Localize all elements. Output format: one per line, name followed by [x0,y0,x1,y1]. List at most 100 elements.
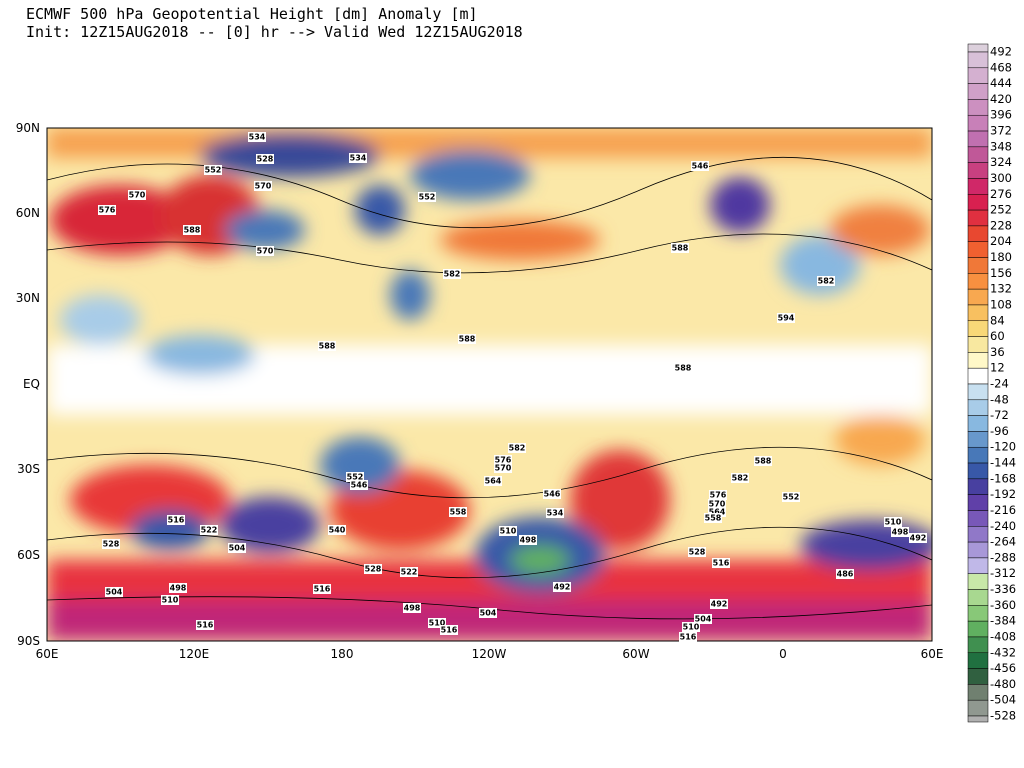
contour-label: 516 [680,633,697,642]
contour-label: 504 [229,544,246,553]
contour-label: 552 [347,473,364,482]
map-frame [46,127,933,642]
colorbar-swatch [967,526,989,543]
contour-label: 510 [885,518,902,527]
colorbar-swatch [967,636,989,654]
lon-label: 180 [331,647,354,661]
contour-label: 570 [129,191,146,200]
contour-label: 534 [547,509,564,518]
contour-label-bg [709,490,727,500]
colorbar-swatch [967,320,989,337]
contour-label: 594 [778,314,795,323]
colorbar-swatch [967,541,989,559]
colorbar-swatch [967,573,989,590]
contour-label: 528 [689,548,706,557]
colorbar-label: -432 [990,645,1016,659]
colorbar-label: 156 [990,266,1012,280]
lat-label: 30S [17,462,40,476]
contour-label: 504 [480,609,497,618]
contour-label-bg [712,558,730,568]
contour-label-bg [196,620,214,630]
contour-label-bg [777,313,795,323]
contour-label: 582 [444,270,461,279]
map-field [47,128,932,641]
colorbar-label: 348 [990,139,1012,153]
colorbar-label: -264 [990,535,1016,549]
colorbar-swatch [967,194,989,211]
contour-label: 588 [459,335,476,344]
colorbar-label: 180 [990,250,1012,264]
colorbar-swatch [967,446,989,464]
colorbar-swatch [967,304,989,322]
contour-label: 564 [485,477,502,486]
colorbar-label: 108 [990,297,1012,311]
contour-label: 498 [404,604,421,613]
contour-label: 576 [99,206,116,215]
contour-label-bg [318,341,336,351]
colorbar-label: -288 [990,550,1016,564]
colorbar-label: -480 [990,677,1016,691]
contour-label-bg [704,513,722,523]
contour-label-bg [128,190,146,200]
colorbar-label: -312 [990,566,1016,580]
contour-label-bg [98,205,116,215]
contour-label-bg [782,492,800,502]
colorbar-label: 324 [990,155,1012,169]
contour-label-bg [105,587,123,597]
contour-label: 498 [170,584,187,593]
contour-label: 546 [351,481,368,490]
contour-label: 588 [755,457,772,466]
colorbar-swatch [967,684,989,701]
colorbar-label: -192 [990,487,1016,501]
contour-label-bg [909,533,927,543]
colorbar-label: 468 [990,60,1012,74]
colorbar-label: 228 [990,218,1012,232]
colorbar-label: -24 [990,377,1009,391]
contour-label: 582 [732,474,749,483]
colorbar-swatch [967,699,989,717]
contour-label-bg [256,246,274,256]
lon-label: 120W [472,647,507,661]
lat-label: 60N [16,206,40,220]
colorbar-swatch [967,43,989,53]
contour-label-bg [499,526,517,536]
colorbar-swatch [967,146,989,163]
contour-label: 504 [106,588,123,597]
contour-label: 552 [205,166,222,175]
contour-label: 570 [255,182,272,191]
colorbar-label: -384 [990,614,1016,628]
contour-label: 516 [168,516,185,525]
lat-label: 90S [17,634,40,648]
contour-label-bg [688,547,706,557]
colorbar-swatch [967,605,989,622]
contour-label-bg [418,192,436,202]
lon-label: 60E [921,647,944,661]
colorbar-label: 444 [990,76,1012,90]
colorbar-swatch [967,494,989,511]
contour-label-bg [102,539,120,549]
colorbar-label: -144 [990,456,1016,470]
contour-label-bg [313,584,331,594]
colorbar-swatch [967,589,989,606]
contour-label-bg [254,181,272,191]
contour-label-bg [694,614,712,624]
colorbar-swatch [967,399,989,416]
contour-label-bg [443,269,461,279]
contour-label-bg [364,564,382,574]
contour-label: 588 [319,342,336,351]
colorbar-label: 204 [990,234,1012,248]
colorbar-label: 276 [990,187,1012,201]
contour-label: 582 [818,277,835,286]
colorbar-label: -360 [990,598,1016,612]
colorbar-swatch [967,257,989,274]
colorbar-label: 12 [990,361,1005,375]
contour-label: 546 [544,490,561,499]
colorbar-label: -168 [990,471,1016,485]
colorbar-label: 84 [990,313,1005,327]
colorbar-swatch [967,162,989,179]
contour-label-bg [183,225,201,235]
contour-label: 522 [401,568,418,577]
colorbar-swatch [967,367,989,385]
colorbar-swatch [967,225,989,242]
contour-label-bg [691,161,709,171]
